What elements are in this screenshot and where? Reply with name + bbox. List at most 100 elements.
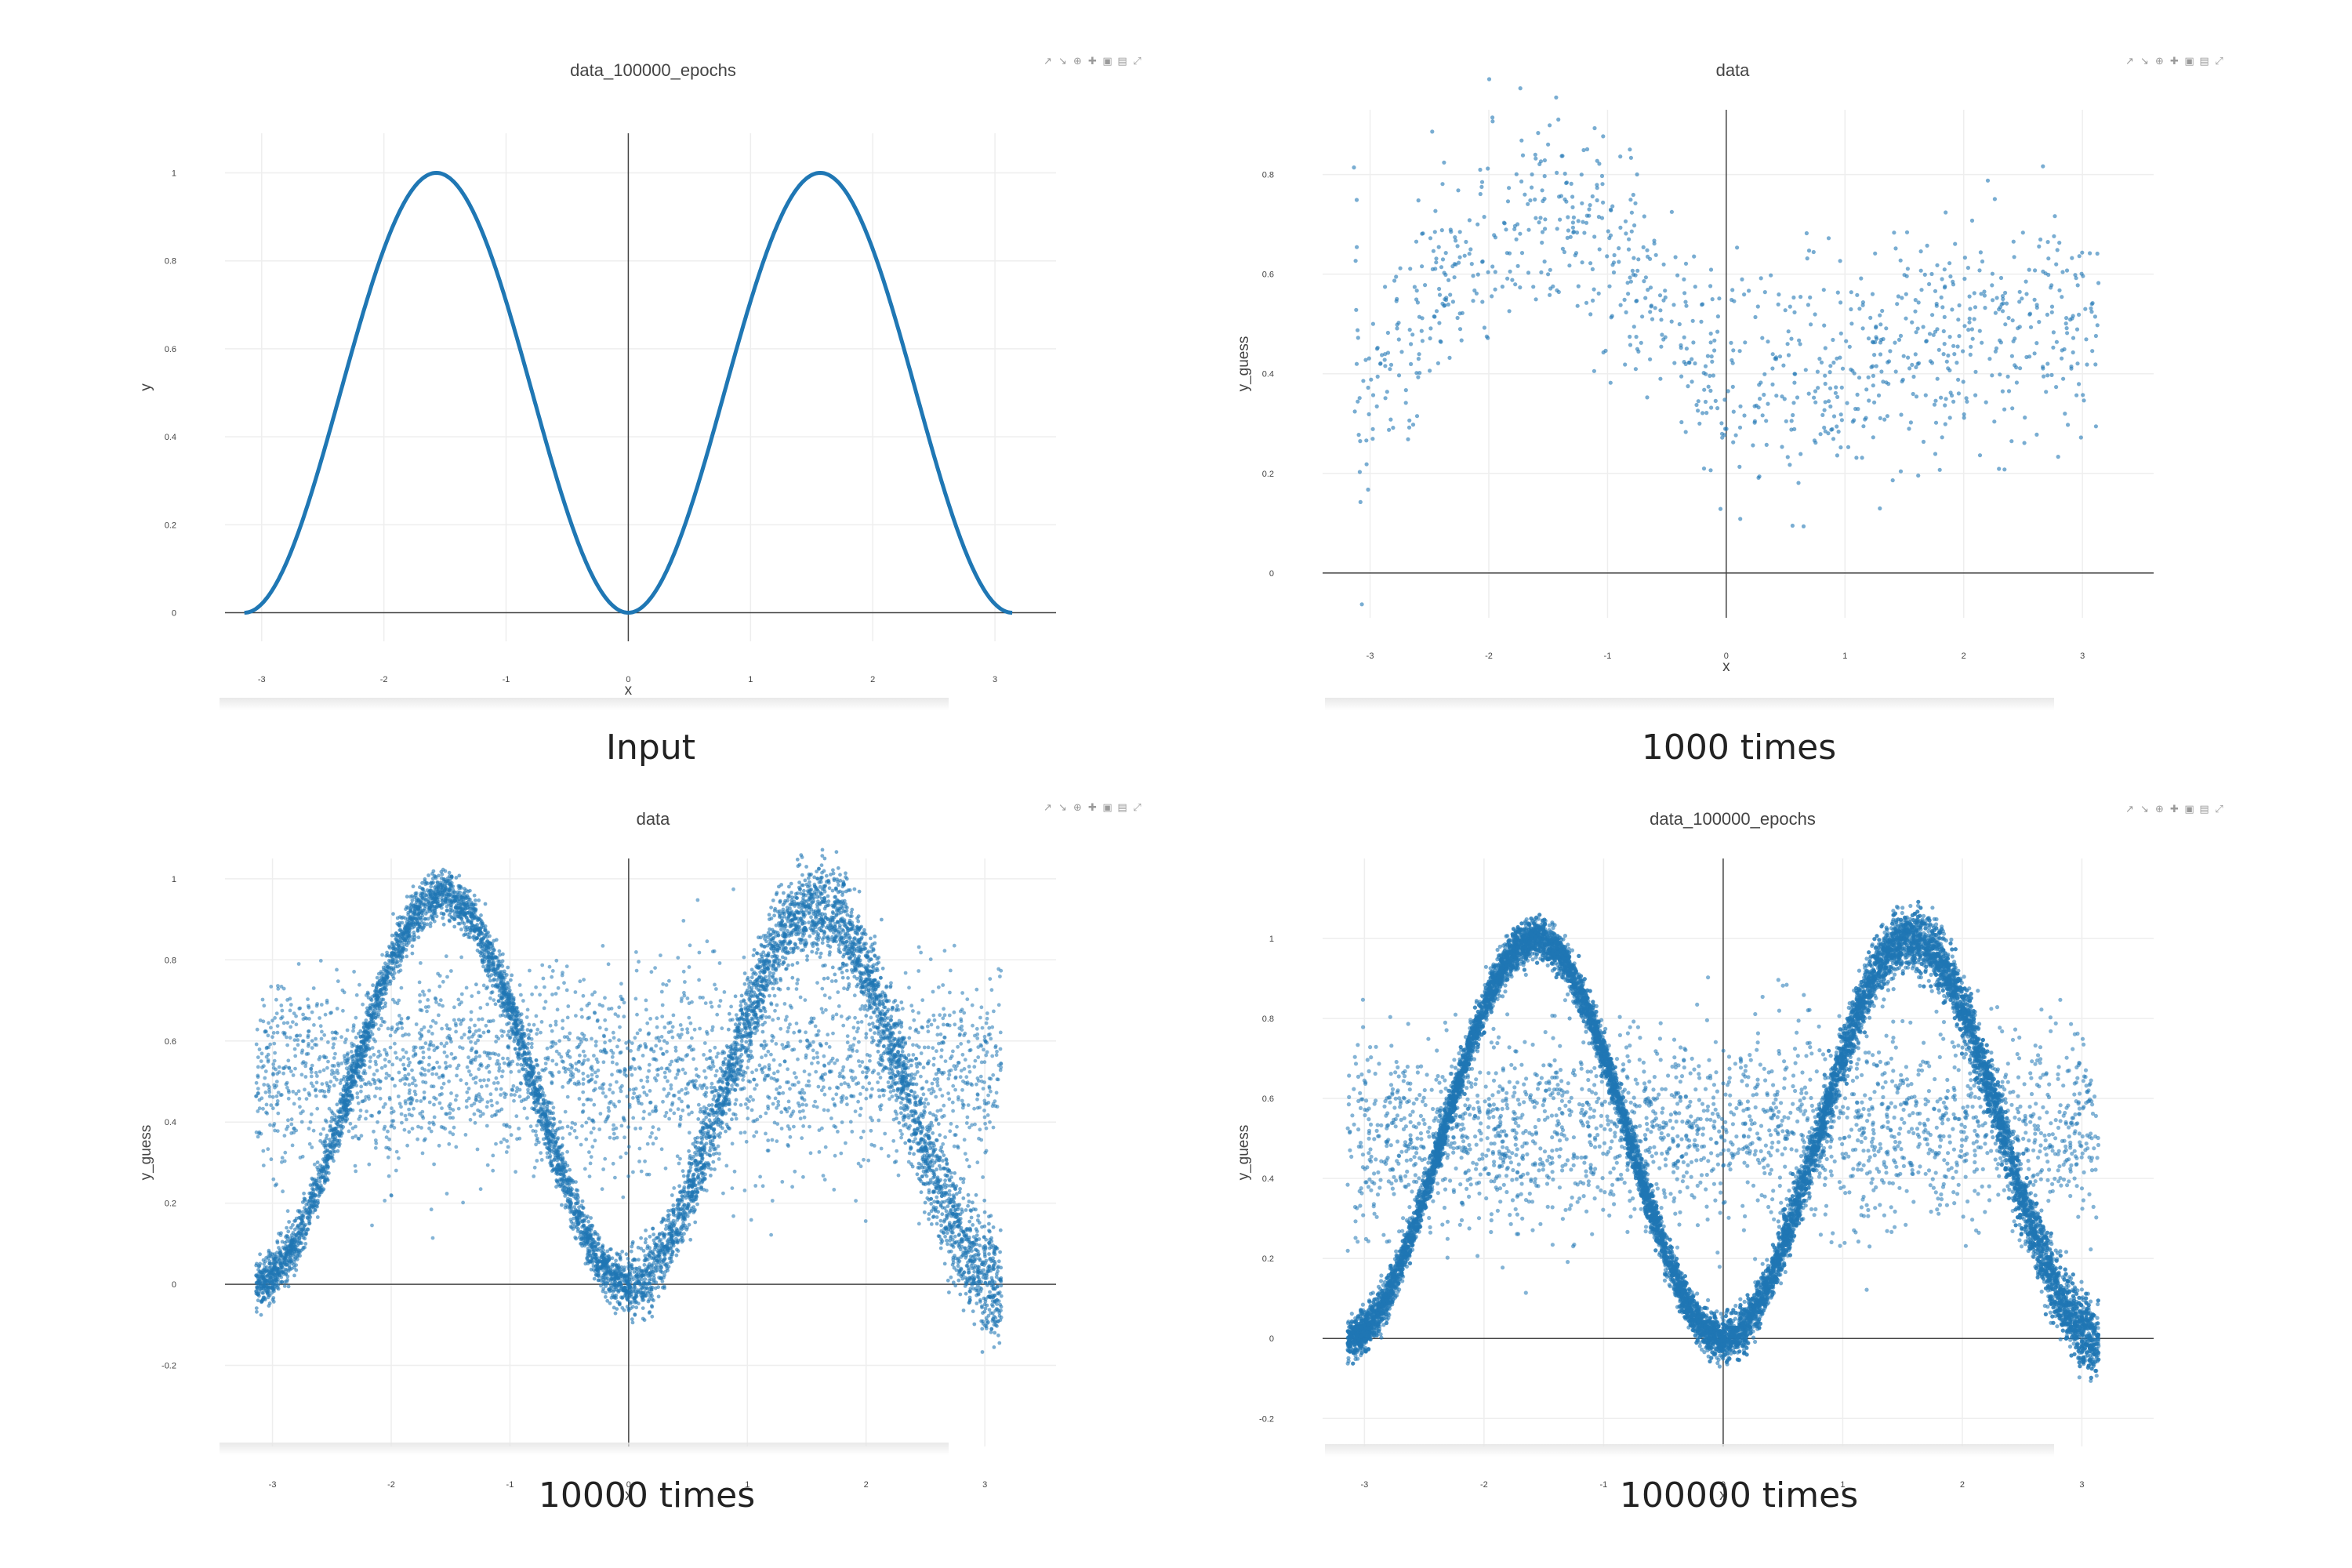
scatter-point: [782, 1059, 787, 1064]
scatter-point: [848, 1044, 852, 1048]
scatter-point: [515, 1062, 520, 1066]
zoom-in-icon[interactable]: ▣: [2184, 56, 2194, 67]
scatter-point: [987, 1025, 992, 1030]
scatter-point: [1788, 463, 1792, 467]
scatter-point: [526, 1087, 530, 1092]
scatter-point: [554, 1062, 559, 1066]
scatter-point: [2052, 234, 2056, 238]
scatter-point: [1690, 318, 1695, 323]
scatter-point: [603, 1018, 608, 1022]
scatter-point: [695, 898, 700, 902]
scatter-point: [290, 1143, 295, 1148]
scatter-point: [1922, 272, 1927, 277]
scatter-point: [771, 1035, 775, 1040]
scatter-point: [310, 1084, 315, 1088]
scatter-point: [1813, 389, 1818, 394]
scatter-point: [259, 1131, 263, 1136]
scatter-point: [857, 889, 862, 894]
zoom-in-icon[interactable]: ▣: [1102, 56, 1112, 67]
scatter-point: [1866, 375, 1871, 379]
scatter-point: [869, 1116, 873, 1120]
scatter-point: [500, 1034, 504, 1038]
scatter-point: [1942, 267, 1947, 272]
scatter-point: [1415, 300, 1420, 305]
scatter-point: [751, 1119, 756, 1123]
scatter-point: [963, 1152, 967, 1156]
scatter-point: [608, 1099, 613, 1104]
scatter-point: [1543, 227, 1548, 231]
scatter-point: [870, 1036, 874, 1040]
scatter-point: [349, 1050, 354, 1054]
scatter-point: [1403, 401, 1408, 405]
scatter-point: [843, 1081, 847, 1085]
scatter-point: [958, 1009, 963, 1014]
scatter-point: [470, 1103, 474, 1108]
scatter-point: [1908, 420, 1913, 425]
scatter-point: [1635, 347, 1639, 351]
zoom-out-icon[interactable]: ▤: [1117, 56, 1127, 67]
compare-icon[interactable]: ↗: [2125, 56, 2135, 67]
scatter-point: [1408, 267, 1413, 271]
scatter-point: [680, 996, 684, 1000]
scatter-point: [263, 1076, 267, 1080]
scatter-point: [386, 1155, 390, 1160]
scatter-point: [589, 1131, 593, 1135]
scatter-point: [1592, 234, 1597, 239]
scatter-point: [403, 1073, 408, 1078]
scatter-point: [1505, 199, 1511, 204]
compare-icon[interactable]: ↗: [1043, 56, 1053, 67]
scatter-point: [306, 997, 310, 1001]
pan-icon[interactable]: ✚: [2169, 56, 2180, 67]
pan-icon[interactable]: ✚: [1087, 56, 1098, 67]
scatter-point: [670, 1035, 675, 1040]
scatter-point: [509, 1133, 514, 1138]
scatter-point: [1770, 366, 1775, 371]
scatter-point: [271, 1177, 276, 1181]
scatter-point: [561, 1085, 565, 1089]
scatter-point: [953, 1022, 957, 1027]
scatter-point: [1758, 397, 1762, 401]
scatter-point: [1774, 394, 1779, 398]
scatter-point: [2063, 321, 2068, 326]
scatter-point: [1645, 395, 1650, 400]
x-tick-label: 2: [870, 675, 875, 684]
scatter-point: [637, 960, 641, 964]
autoscale-icon[interactable]: ⤢: [2214, 56, 2224, 67]
scatter-point: [592, 1011, 597, 1014]
scatter-point: [385, 1053, 389, 1057]
autoscale-icon[interactable]: ⤢: [1132, 56, 1142, 67]
spike-icon[interactable]: ↘: [2140, 56, 2150, 67]
scatter-point: [1518, 285, 1523, 290]
scatter-point: [1831, 437, 1836, 441]
scatter-point: [591, 1126, 596, 1131]
scatter-point: [1526, 201, 1530, 206]
scatter-point: [990, 1025, 995, 1029]
scatter-point: [1861, 424, 1866, 429]
scatter-point: [2010, 406, 2015, 411]
scatter-point: [691, 1057, 695, 1062]
scatter-point: [645, 1142, 650, 1146]
scatter-point: [285, 1209, 290, 1214]
scatter-point: [1712, 338, 1717, 343]
scatter-point: [950, 1100, 955, 1105]
scatter-point: [822, 1085, 826, 1090]
zoom-icon[interactable]: ⊕: [2154, 56, 2165, 67]
scatter-point: [919, 1074, 923, 1079]
spike-icon[interactable]: ↘: [1058, 56, 1068, 67]
chart-svg: data_100000_epochs-3 -2 -1 0 1 2 300.20.40.60.…: [138, 60, 1056, 699]
zoom-icon[interactable]: ⊕: [1073, 56, 1083, 67]
scatter-point: [767, 1063, 771, 1067]
scatter-point: [831, 1031, 835, 1036]
scatter-point: [1941, 352, 1946, 357]
scatter-point: [554, 992, 558, 996]
scatter-point: [397, 1102, 402, 1106]
scatter-point: [675, 1059, 680, 1063]
scatter-point: [1363, 358, 1368, 362]
scatter-point: [1722, 397, 1727, 402]
zoom-out-icon[interactable]: ▤: [2199, 56, 2209, 67]
scatter-point: [1468, 247, 1473, 252]
scatter-point: [662, 1039, 666, 1044]
scatter-point: [622, 1135, 626, 1140]
scatter-point: [618, 1086, 622, 1091]
scatter-point: [619, 997, 624, 1002]
